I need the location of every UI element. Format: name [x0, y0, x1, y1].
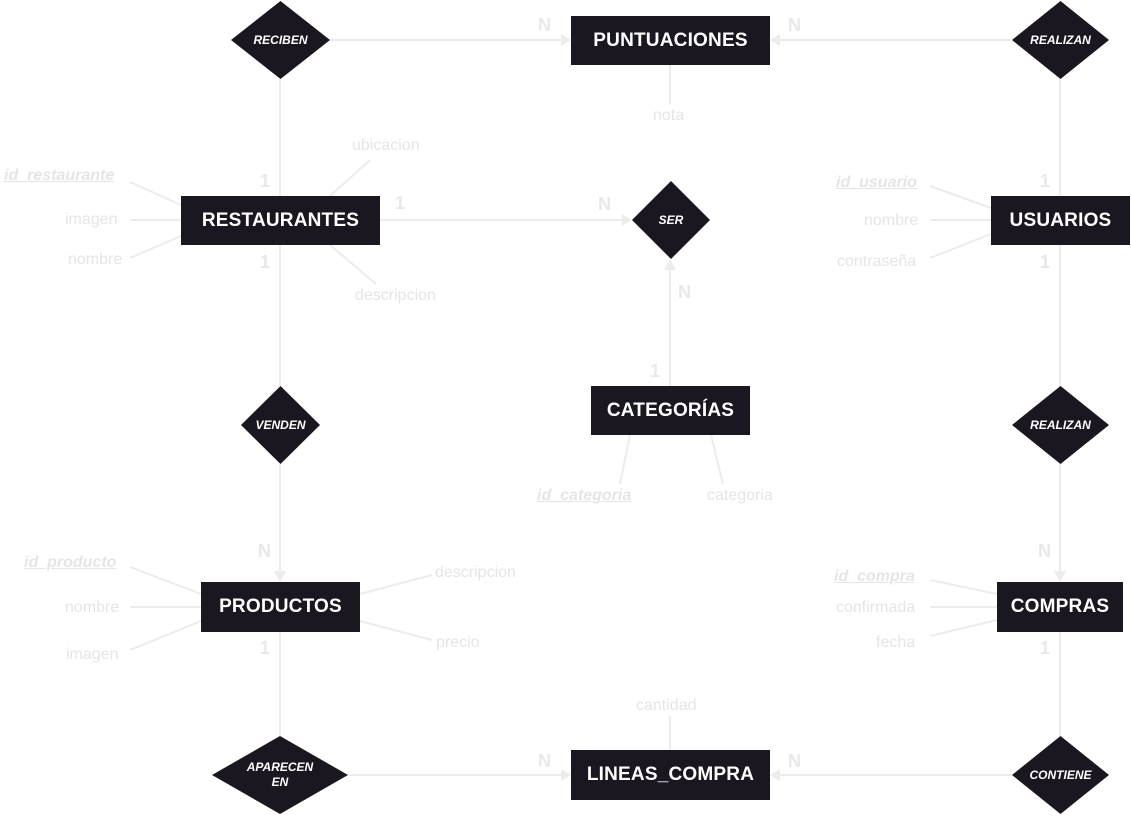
attr-confirmada: confirmada: [836, 599, 916, 616]
diamond-shape: [1012, 386, 1109, 464]
entity-compras: COMPRAS: [997, 582, 1123, 632]
cardinality-puntuaciones-left: N: [538, 15, 551, 35]
attr-fecha: fecha: [876, 634, 916, 651]
cardinality-ser-bottom: N: [678, 282, 691, 302]
line-attr-ubicacion: [329, 159, 371, 197]
cardinality-usuarios-bottom: 1: [1040, 252, 1051, 272]
arrow-ser-bottom: [664, 259, 676, 270]
relationship-label-line1: APARECEN: [246, 760, 314, 774]
arrow-lineas-right: [770, 769, 780, 781]
relationship-contiene: CONTIENE: [1012, 736, 1109, 814]
attr-nota: nota: [653, 107, 685, 124]
attr-categoria: categoria: [707, 487, 773, 504]
cardinality-lineas-right: N: [788, 751, 801, 771]
cardinality-puntuaciones-right: N: [788, 15, 801, 35]
line-attr-descripcion: [329, 244, 377, 285]
relationship-label-line2: EN: [271, 775, 289, 789]
relationship-label: SER: [658, 212, 684, 227]
entity-lineas-compra: LINEAS_COMPRA: [571, 750, 770, 800]
arrow-compras-top: [1054, 571, 1066, 582]
cardinality-restaurantes-bottom: 1: [260, 252, 271, 272]
line-attr-producto-imagen: [129, 620, 202, 651]
attr-id-restaurante: id_restaurante: [4, 167, 115, 184]
diamond-shape: [241, 386, 320, 464]
attr-restaurante-imagen: imagen: [65, 211, 118, 228]
attr-ubicacion: ubicacion: [352, 137, 420, 154]
attr-restaurante-nombre: nombre: [68, 251, 123, 268]
arrow-ser-left: [622, 214, 632, 226]
entity-categorias: CATEGORÍAS: [591, 386, 750, 435]
relationship-label: CONTIENE: [1029, 767, 1092, 782]
cardinality-ser-left: N: [598, 194, 611, 214]
cardinality-categorias-top: 1: [650, 361, 661, 381]
cardinality-usuarios-top: 1: [1040, 171, 1051, 191]
attr-producto-precio: precio: [436, 634, 480, 651]
line-attr-producto-precio: [359, 620, 433, 641]
attr-producto-imagen: imagen: [66, 646, 119, 663]
entity-puntuaciones: PUNTUACIONES: [571, 16, 770, 65]
relationship-label: REALIZAN: [1030, 32, 1091, 47]
relationship-label: REALIZAN: [1030, 417, 1091, 432]
diamond-shape: [212, 736, 348, 814]
line-attr-id-restaurante: [129, 181, 182, 206]
line-attr-id-compra: [929, 579, 998, 595]
line-attr-nombre: [129, 235, 182, 259]
line-attr-id-usuario: [929, 185, 992, 209]
cardinality-productos-top: N: [258, 541, 271, 561]
attr-id-usuario: id_usuario: [836, 174, 917, 191]
entity-usuarios: USUARIOS: [991, 196, 1130, 245]
arrow-puntuaciones-left: [561, 34, 571, 46]
relationship-realizan-puntuaciones: REALIZAN: [1012, 1, 1109, 79]
relationship-venden: VENDEN: [241, 386, 320, 464]
line-attr-producto-descripcion: [359, 574, 433, 595]
relationship-realizan-compras: REALIZAN: [1012, 386, 1109, 464]
arrow-lineas-left: [561, 769, 571, 781]
relationship-aparecen-en: APARECEN EN: [212, 736, 348, 814]
attr-id-categoria: id_categoria: [537, 487, 632, 504]
entity-productos: PRODUCTOS: [201, 582, 360, 632]
diamond-shape: [1012, 736, 1109, 814]
attr-producto-nombre: nombre: [65, 599, 120, 616]
attr-usuario-nombre: nombre: [864, 212, 919, 229]
relationship-label: VENDEN: [255, 417, 306, 432]
relationship-label: APARECEN EN: [247, 760, 313, 790]
line-attr-fecha: [929, 619, 998, 637]
line-attr-contrasena: [929, 233, 992, 259]
line-attr-id-categoria: [619, 434, 631, 485]
relationship-label: RECIBEN: [253, 32, 308, 47]
line-attr-categoria: [710, 434, 724, 485]
diamond-shape: [231, 1, 330, 79]
cardinality-compras-bottom: 1: [1040, 638, 1051, 658]
diamond-shape: [1012, 1, 1109, 79]
cardinality-lineas-left: N: [538, 751, 551, 771]
line-attr-id-producto: [129, 566, 202, 595]
cardinality-restaurantes-top: 1: [260, 171, 271, 191]
diamond-shape: [632, 181, 710, 259]
cardinality-productos-bottom: 1: [260, 638, 271, 658]
entity-restaurantes: RESTAURANTES: [181, 196, 380, 245]
attr-id-compra: id_compra: [834, 568, 915, 585]
relationship-ser: SER: [632, 181, 710, 259]
relationship-reciben: RECIBEN: [231, 1, 330, 79]
attr-producto-descripcion: descripcion: [435, 564, 516, 581]
attr-contrasena: contraseña: [837, 253, 917, 270]
arrow-puntuaciones-right: [770, 34, 780, 46]
attr-id-producto: id_producto: [24, 554, 117, 571]
attr-cantidad: cantidad: [636, 697, 697, 714]
arrow-productos-top: [274, 571, 286, 582]
cardinality-compras-top: N: [1038, 541, 1051, 561]
attr-restaurante-descripcion: descripcion: [355, 287, 436, 304]
cardinality-restaurantes-right: 1: [395, 193, 406, 213]
